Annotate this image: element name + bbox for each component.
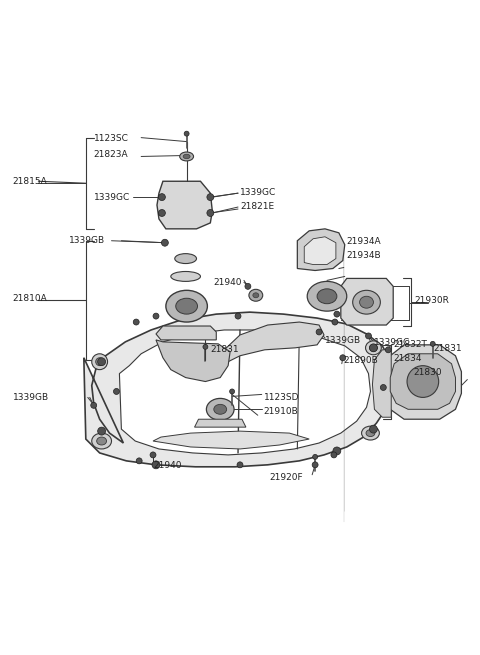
Circle shape xyxy=(153,313,159,319)
Ellipse shape xyxy=(361,426,379,440)
Ellipse shape xyxy=(92,433,111,449)
Circle shape xyxy=(235,313,241,319)
Polygon shape xyxy=(194,419,246,427)
Circle shape xyxy=(333,447,341,455)
Circle shape xyxy=(113,388,120,394)
Text: 21890B: 21890B xyxy=(344,356,379,365)
Ellipse shape xyxy=(92,354,108,369)
Circle shape xyxy=(97,358,106,365)
Circle shape xyxy=(340,355,346,361)
Text: 1339GB: 1339GB xyxy=(12,394,49,402)
Ellipse shape xyxy=(253,293,259,298)
Text: 21920F: 21920F xyxy=(270,473,303,482)
Circle shape xyxy=(407,365,439,398)
Circle shape xyxy=(161,239,168,246)
Ellipse shape xyxy=(249,290,263,301)
Polygon shape xyxy=(341,278,393,325)
Text: 21834: 21834 xyxy=(393,354,422,363)
Circle shape xyxy=(91,402,96,408)
Circle shape xyxy=(133,319,139,325)
Circle shape xyxy=(97,427,106,435)
Polygon shape xyxy=(372,350,391,417)
Circle shape xyxy=(158,210,166,216)
Circle shape xyxy=(370,344,377,352)
Circle shape xyxy=(312,462,318,468)
Ellipse shape xyxy=(307,282,347,311)
Circle shape xyxy=(332,319,338,325)
Polygon shape xyxy=(120,330,371,455)
Text: 1339GC: 1339GC xyxy=(240,188,276,197)
Ellipse shape xyxy=(166,290,207,322)
Polygon shape xyxy=(390,354,456,409)
Ellipse shape xyxy=(171,271,201,282)
Text: 1339GC: 1339GC xyxy=(374,338,411,347)
Text: 21940: 21940 xyxy=(153,461,181,470)
Ellipse shape xyxy=(175,253,196,263)
Circle shape xyxy=(207,210,214,216)
Circle shape xyxy=(152,461,160,469)
Polygon shape xyxy=(156,340,230,382)
Text: 21810A: 21810A xyxy=(12,294,48,303)
Text: 1123SD: 1123SD xyxy=(264,394,299,402)
Text: 1339GB: 1339GB xyxy=(325,336,361,345)
Circle shape xyxy=(136,458,142,464)
Text: 21830: 21830 xyxy=(413,367,442,377)
Circle shape xyxy=(150,452,156,458)
Text: 21940: 21940 xyxy=(214,278,242,288)
Circle shape xyxy=(237,462,243,468)
Circle shape xyxy=(229,389,235,394)
Circle shape xyxy=(316,329,322,335)
Text: 21934B: 21934B xyxy=(347,251,382,259)
Text: 1339GC: 1339GC xyxy=(94,193,130,202)
Text: 21930R: 21930R xyxy=(414,296,449,305)
Ellipse shape xyxy=(366,430,375,437)
Ellipse shape xyxy=(206,398,234,421)
Polygon shape xyxy=(153,431,309,449)
Circle shape xyxy=(245,284,251,290)
Circle shape xyxy=(331,452,337,458)
Polygon shape xyxy=(297,229,345,271)
Circle shape xyxy=(312,455,318,459)
Text: 21831: 21831 xyxy=(210,345,239,354)
Circle shape xyxy=(207,194,214,200)
Text: 21821E: 21821E xyxy=(240,202,274,211)
Circle shape xyxy=(366,333,372,339)
Text: 21831: 21831 xyxy=(434,344,462,353)
Circle shape xyxy=(385,347,391,353)
Polygon shape xyxy=(304,236,336,265)
Polygon shape xyxy=(157,181,212,229)
Circle shape xyxy=(203,345,208,349)
Polygon shape xyxy=(84,312,394,467)
Polygon shape xyxy=(156,326,216,340)
Circle shape xyxy=(184,131,189,136)
Ellipse shape xyxy=(180,152,193,161)
Text: 1339GB: 1339GB xyxy=(69,236,105,245)
Text: 21934A: 21934A xyxy=(347,236,382,246)
Text: 21832T: 21832T xyxy=(393,340,427,349)
Circle shape xyxy=(370,425,377,433)
Ellipse shape xyxy=(353,290,380,314)
Ellipse shape xyxy=(370,345,377,351)
Text: 1123SC: 1123SC xyxy=(94,134,129,143)
Circle shape xyxy=(380,384,386,390)
Text: 21910B: 21910B xyxy=(264,407,299,417)
Ellipse shape xyxy=(96,437,107,445)
Ellipse shape xyxy=(360,296,373,308)
Polygon shape xyxy=(384,345,461,419)
Ellipse shape xyxy=(176,298,197,314)
Ellipse shape xyxy=(317,289,337,304)
Ellipse shape xyxy=(183,154,190,159)
Circle shape xyxy=(158,194,166,200)
Circle shape xyxy=(430,341,435,346)
Text: 21815A: 21815A xyxy=(12,178,48,186)
Ellipse shape xyxy=(366,341,381,355)
Text: 21823A: 21823A xyxy=(94,149,128,159)
Polygon shape xyxy=(222,322,324,362)
Circle shape xyxy=(334,311,340,317)
Ellipse shape xyxy=(214,404,227,414)
Ellipse shape xyxy=(96,358,104,365)
